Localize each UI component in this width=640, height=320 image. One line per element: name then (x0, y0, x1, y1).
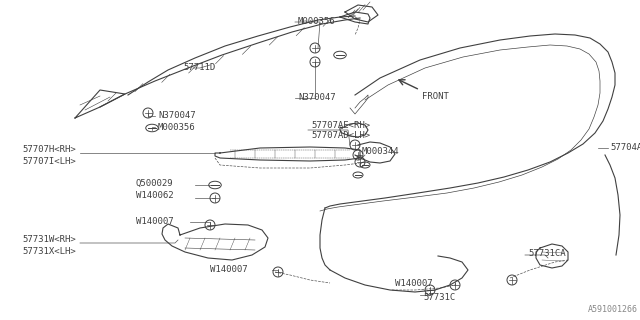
Text: 57711D: 57711D (183, 63, 215, 73)
Text: A591001266: A591001266 (588, 305, 638, 314)
Text: 57731CA: 57731CA (528, 249, 566, 258)
Text: M000356: M000356 (298, 18, 335, 27)
Text: 57707I<LH>: 57707I<LH> (22, 156, 76, 165)
Text: M000344: M000344 (362, 148, 399, 156)
Text: W140007: W140007 (136, 218, 173, 227)
Text: W140007: W140007 (210, 266, 248, 275)
Text: W140007: W140007 (395, 278, 433, 287)
Text: W140062: W140062 (136, 191, 173, 201)
Text: N370047: N370047 (158, 111, 196, 121)
Text: M000356: M000356 (158, 123, 196, 132)
Text: 57704A: 57704A (610, 143, 640, 153)
Text: 57707AD<LH>: 57707AD<LH> (311, 132, 370, 140)
Text: 57731W<RH>: 57731W<RH> (22, 236, 76, 244)
Text: FRONT: FRONT (422, 92, 449, 101)
Text: 57707AE<RH>: 57707AE<RH> (311, 121, 370, 130)
Text: Q500029: Q500029 (136, 179, 173, 188)
Text: 57707H<RH>: 57707H<RH> (22, 146, 76, 155)
Text: 57731X<LH>: 57731X<LH> (22, 246, 76, 255)
Text: N370047: N370047 (298, 93, 335, 102)
Text: 57731C: 57731C (423, 292, 455, 301)
